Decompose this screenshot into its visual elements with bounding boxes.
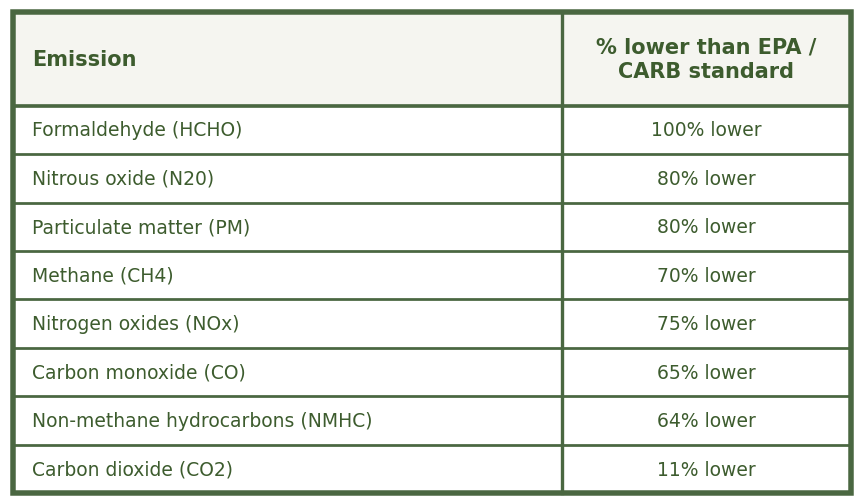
Text: % lower than EPA /
CARB standard: % lower than EPA / CARB standard xyxy=(596,37,816,82)
Text: 100% lower: 100% lower xyxy=(651,121,762,140)
Bar xyxy=(13,155,851,203)
Text: Emission: Emission xyxy=(32,50,137,70)
Bar xyxy=(13,397,851,445)
Text: Nitrogen oxides (NOx): Nitrogen oxides (NOx) xyxy=(32,315,239,334)
Bar xyxy=(13,348,851,397)
Text: Methane (CH4): Methane (CH4) xyxy=(32,266,174,285)
Text: 11% lower: 11% lower xyxy=(658,460,756,479)
Bar xyxy=(13,252,851,300)
Text: 70% lower: 70% lower xyxy=(658,266,756,285)
Text: Particulate matter (PM): Particulate matter (PM) xyxy=(32,218,251,237)
Text: 65% lower: 65% lower xyxy=(658,363,756,382)
Bar xyxy=(13,106,851,155)
Text: 80% lower: 80% lower xyxy=(658,169,756,188)
Bar xyxy=(13,445,851,493)
Bar xyxy=(13,13,851,106)
Text: 80% lower: 80% lower xyxy=(658,218,756,237)
Bar xyxy=(13,203,851,252)
Text: Carbon dioxide (CO2): Carbon dioxide (CO2) xyxy=(32,460,233,479)
Text: Formaldehyde (HCHO): Formaldehyde (HCHO) xyxy=(32,121,242,140)
Bar xyxy=(13,300,851,348)
Text: Nitrous oxide (N20): Nitrous oxide (N20) xyxy=(32,169,214,188)
Text: 75% lower: 75% lower xyxy=(658,315,756,334)
Text: 64% lower: 64% lower xyxy=(657,411,756,430)
Text: Carbon monoxide (CO): Carbon monoxide (CO) xyxy=(32,363,245,382)
Text: Non-methane hydrocarbons (NMHC): Non-methane hydrocarbons (NMHC) xyxy=(32,411,372,430)
